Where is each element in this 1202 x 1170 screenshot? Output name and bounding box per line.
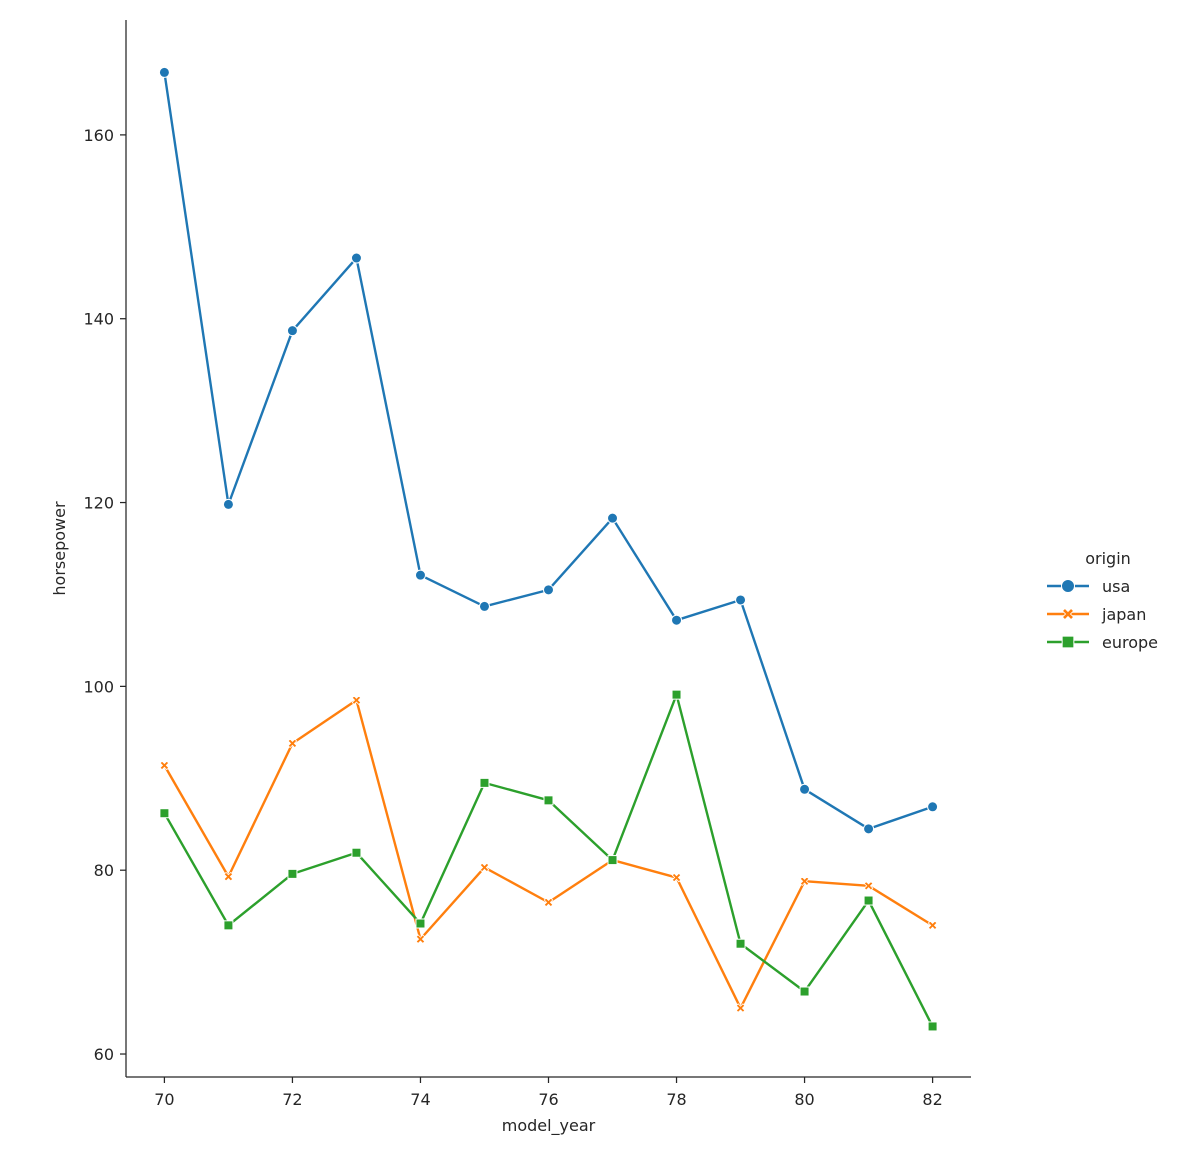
x-tick-label: 82	[922, 1090, 942, 1109]
data-point-japan	[223, 871, 234, 882]
x-tick-label: 70	[154, 1090, 174, 1109]
legend-item-japan: japan	[1047, 605, 1146, 624]
series-line-japan	[163, 698, 934, 1010]
data-point-usa	[478, 600, 490, 612]
data-point-europe	[159, 808, 170, 819]
legend-item-europe: europe	[1047, 633, 1158, 652]
x-tick-label: 72	[282, 1090, 302, 1109]
x-tick-label: 74	[410, 1090, 430, 1109]
data-point-usa	[671, 614, 683, 626]
legend-label-europe: europe	[1102, 633, 1158, 652]
series-layer	[158, 66, 939, 1032]
data-point-usa	[286, 325, 298, 337]
data-point-usa	[158, 66, 170, 78]
data-point-japan	[799, 876, 810, 887]
data-point-europe	[287, 868, 298, 879]
y-tick-label: 60	[94, 1045, 114, 1064]
legend-label-japan: japan	[1101, 605, 1146, 624]
data-point-europe	[735, 938, 746, 949]
data-point-europe	[863, 895, 874, 906]
legend-items: usa japan europe	[1047, 577, 1158, 652]
data-point-europe	[607, 855, 618, 866]
series-europe	[159, 689, 938, 1032]
data-point-japan	[671, 872, 682, 883]
y-ticks: 60 80 100 120 140 160	[83, 126, 126, 1064]
data-point-japan	[543, 897, 554, 908]
data-point-japan	[351, 695, 362, 705]
data-point-usa	[607, 512, 619, 524]
data-point-japan	[479, 862, 490, 873]
data-point-japan	[159, 760, 170, 771]
data-point-japan	[287, 738, 298, 749]
legend-marker-usa	[1061, 579, 1075, 593]
data-point-japan	[415, 934, 426, 944]
x-tick-label: 78	[666, 1090, 686, 1109]
y-tick-label: 100	[83, 677, 114, 696]
data-point-europe	[671, 689, 682, 700]
legend-title: origin	[1085, 549, 1131, 568]
data-point-usa	[414, 569, 426, 581]
series-japan	[159, 695, 938, 1013]
legend: origin usa japan europe	[1047, 549, 1158, 652]
series-line-usa	[163, 72, 933, 831]
data-point-japan	[863, 881, 874, 891]
data-point-usa	[350, 252, 362, 264]
data-point-usa	[863, 823, 875, 835]
data-point-japan	[735, 1003, 746, 1013]
x-ticks: 70 72 74 76 78 80 82	[154, 1077, 943, 1109]
series-usa	[158, 66, 939, 835]
data-point-europe	[415, 918, 426, 929]
y-tick-label: 80	[94, 861, 114, 880]
y-tick-label: 160	[83, 126, 114, 145]
x-axis-label: model_year	[502, 1116, 596, 1136]
data-point-usa	[927, 801, 939, 813]
data-point-europe	[351, 847, 362, 858]
data-point-europe	[479, 777, 490, 788]
data-point-europe	[799, 986, 810, 997]
y-axis-label: horsepower	[50, 501, 69, 596]
data-point-usa	[543, 584, 554, 596]
legend-item-usa: usa	[1047, 577, 1130, 596]
data-point-usa	[222, 498, 234, 510]
x-tick-label: 76	[538, 1090, 558, 1109]
y-tick-label: 120	[83, 494, 114, 513]
x-tick-label: 80	[794, 1090, 814, 1109]
y-tick-label: 140	[83, 310, 114, 329]
axes: 70 72 74 76 78 80 82 60 80 100 120 140 160 model_ye…	[50, 20, 971, 1136]
legend-marker-europe	[1061, 635, 1075, 649]
data-point-europe	[543, 795, 554, 806]
series-line-europe	[163, 693, 934, 1027]
data-point-japan	[927, 920, 938, 931]
legend-marker-japan	[1061, 607, 1075, 621]
legend-label-usa: usa	[1102, 577, 1130, 596]
data-point-usa	[735, 594, 747, 606]
data-point-europe	[927, 1021, 938, 1032]
data-point-europe	[223, 920, 234, 931]
data-point-usa	[799, 783, 811, 795]
